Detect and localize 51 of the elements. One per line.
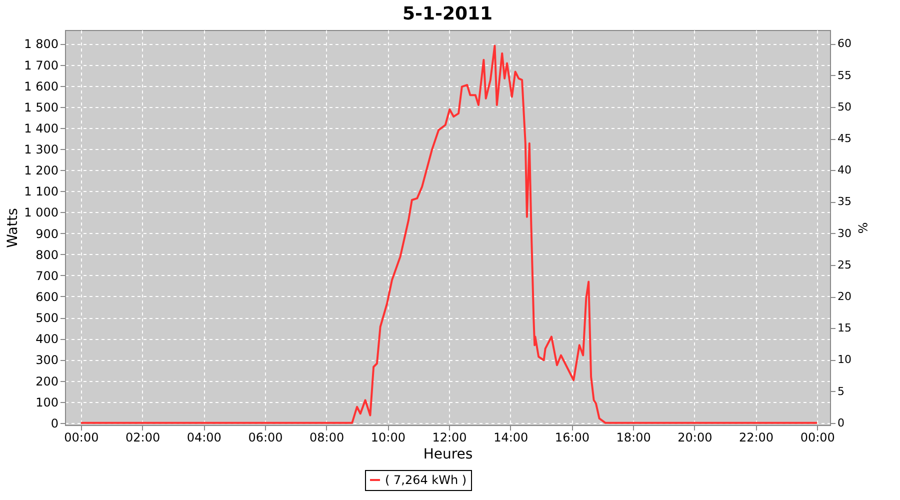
y-tick-label: 1 100 xyxy=(24,184,58,199)
y-tick-label: 400 xyxy=(36,332,58,346)
y-tick-label: 1 300 xyxy=(24,142,58,157)
x-axis-title: Heures xyxy=(423,446,473,462)
line-series xyxy=(80,44,818,424)
x-tick-label: 12:00 xyxy=(432,430,467,444)
y-tick-label: 1 800 xyxy=(24,37,58,52)
x-tick-label: 16:00 xyxy=(554,430,590,444)
y2-axis-title: % xyxy=(855,222,870,234)
y-tick-label: 1 700 xyxy=(24,58,58,72)
y2-tick-label: 0 xyxy=(838,416,844,430)
y2-tick-label: 25 xyxy=(838,258,852,272)
y-tick-label: 200 xyxy=(36,374,58,388)
y-tick-label: 1 500 xyxy=(24,100,58,114)
y-tick-label: 500 xyxy=(36,311,58,326)
x-tick-label: 00:00 xyxy=(800,430,835,444)
y2-tick-label: 15 xyxy=(838,322,852,335)
y-tick-label: 0 xyxy=(50,416,58,430)
x-tick-label: 08:00 xyxy=(310,430,344,444)
y-tick-label: 1 600 xyxy=(24,79,58,94)
x-tick-label: 10:00 xyxy=(370,430,406,444)
x-tick-label: 02:00 xyxy=(126,430,160,444)
y-tick-label: 1 000 xyxy=(24,206,58,220)
y2-tick-label: 10 xyxy=(838,353,852,366)
y2-tick-label: 30 xyxy=(838,226,852,240)
y-tick-label: 900 xyxy=(36,226,58,241)
legend-label: ( 7,264 kWh ) xyxy=(385,473,467,487)
y-tick-label: 800 xyxy=(36,248,58,262)
y2-tick-label: 60 xyxy=(838,37,852,50)
x-tick-label: 22:00 xyxy=(738,430,774,444)
x-tick-label: 14:00 xyxy=(494,430,528,444)
y2-tick-label: 5 xyxy=(838,384,844,398)
y-tick-label: 600 xyxy=(36,290,58,304)
x-tick-label: 18:00 xyxy=(616,430,651,444)
x-tick-label: 20:00 xyxy=(678,430,712,444)
y2-tick-label: 45 xyxy=(838,132,852,146)
y2-tick-label: 20 xyxy=(838,290,852,304)
y-axis-title: Watts xyxy=(5,208,22,248)
y2-tick-label: 40 xyxy=(838,164,852,177)
chart-title: 5-1-2011 xyxy=(402,3,493,24)
x-tick-label: 04:00 xyxy=(186,430,222,444)
x-tick-label: 06:00 xyxy=(248,430,283,444)
y-tick-label: 300 xyxy=(36,353,58,368)
y-tick-label: 1 200 xyxy=(24,164,58,178)
y-tick-label: 100 xyxy=(36,395,58,410)
y2-tick-label: 35 xyxy=(838,195,852,208)
y-tick-label: 700 xyxy=(36,268,58,283)
y2-tick-label: 50 xyxy=(838,100,852,114)
y2-tick-label: 55 xyxy=(838,68,852,82)
y-tick-label: 1 400 xyxy=(24,121,58,136)
x-tick-label: 00:00 xyxy=(64,430,99,444)
